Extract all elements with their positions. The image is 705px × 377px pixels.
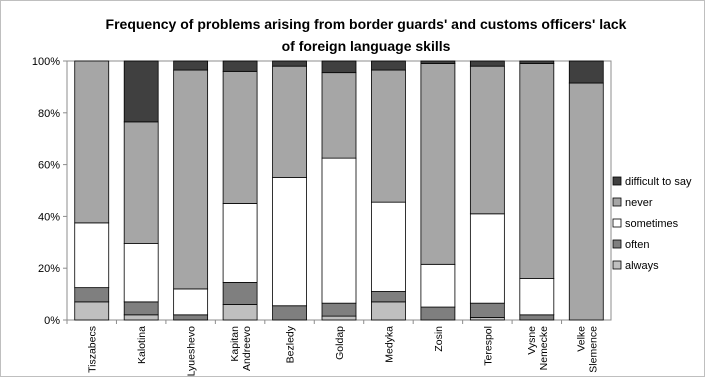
bar-segment-difficult-to-say	[569, 61, 603, 83]
legend-swatch	[613, 261, 621, 269]
bar-segment-sometimes	[371, 202, 405, 291]
bar-segment-never	[322, 73, 356, 158]
bar-segment-sometimes	[75, 223, 109, 288]
bar-segment-sometimes	[520, 279, 554, 315]
bar-segment-difficult-to-say	[421, 61, 455, 64]
bar-segment-difficult-to-say	[470, 61, 504, 66]
legend-label: often	[625, 239, 649, 251]
category-label: Tiszabecs	[87, 326, 99, 373]
y-tick-label: 0%	[44, 315, 60, 327]
category-label: Velke Slemence	[575, 326, 599, 373]
bar-segment-never	[569, 83, 603, 320]
bar-segment-sometimes	[124, 244, 158, 302]
chart-title-line-1: Frequency of problems arising from borde…	[106, 16, 627, 32]
bar-segment-often	[322, 303, 356, 316]
bar-segment-often	[421, 307, 455, 320]
category-label-line: Goldap	[334, 326, 346, 360]
bar-segment-difficult-to-say	[371, 61, 405, 70]
legend-swatch	[613, 177, 621, 185]
bar-segment-never	[470, 66, 504, 214]
legend-label: always	[625, 260, 659, 272]
bar-segment-always	[223, 304, 257, 320]
legend-swatch	[613, 240, 621, 248]
y-tick-label: 100%	[32, 56, 60, 68]
bar-segment-sometimes	[174, 289, 208, 315]
bar-segment-often	[371, 292, 405, 302]
category-label-line: Andreevo	[241, 326, 253, 371]
bar-segment-often	[174, 315, 208, 320]
category-label: Medyka	[383, 326, 395, 363]
bar-segment-often	[520, 315, 554, 320]
category-label: Terespol	[482, 326, 494, 366]
bar-segment-difficult-to-say	[273, 61, 307, 66]
category-label-line: Slemence	[587, 326, 599, 373]
bar-segment-difficult-to-say	[174, 61, 208, 70]
bar-segment-sometimes	[273, 178, 307, 306]
chart-title-line-2: of foreign language skills	[282, 38, 451, 54]
bar-segment-never	[520, 64, 554, 279]
category-label-line: Medyka	[383, 326, 395, 363]
bar-segment-difficult-to-say	[124, 61, 158, 122]
legend-label: sometimes	[625, 218, 679, 230]
legend-swatch	[613, 198, 621, 206]
bar-segment-never	[223, 71, 257, 203]
bar-segment-always	[371, 302, 405, 320]
category-label: Lyueshevo	[186, 326, 198, 376]
bar-segment-difficult-to-say	[520, 61, 554, 64]
category-label: Vysne Nemecke	[526, 326, 550, 371]
category-label-line: Vysne	[526, 326, 538, 355]
category-label-line: Bezledy	[285, 325, 297, 363]
bar-segment-sometimes	[421, 264, 455, 307]
category-label-line: Velke	[575, 326, 587, 352]
bar-segment-often	[75, 288, 109, 302]
bar-segment-often	[223, 282, 257, 304]
bar-segment-never	[75, 61, 109, 223]
bar-segment-always	[322, 316, 356, 320]
bar-segment-always	[124, 315, 158, 320]
legend-label: difficult to say	[625, 176, 692, 188]
bar-segment-sometimes	[223, 203, 257, 282]
y-tick-label: 80%	[38, 108, 60, 120]
legend: difficult to say never sometimes often alway…	[613, 176, 692, 272]
bar-segment-sometimes	[470, 214, 504, 303]
category-label: Zosin	[433, 326, 445, 352]
category-label: Kapitan Andreevo	[229, 326, 253, 371]
category-label-line: Kalotina	[136, 326, 148, 364]
category-label-line: Lyueshevo	[186, 326, 198, 376]
bar-segment-never	[273, 66, 307, 177]
bar-segment-never	[124, 122, 158, 244]
bar-segment-never	[371, 70, 405, 202]
legend-swatch	[613, 219, 621, 227]
category-label-line: Kapitan	[229, 326, 241, 362]
legend-label: never	[625, 197, 653, 209]
bar-segment-often	[273, 306, 307, 320]
category-label-line: Zosin	[433, 326, 445, 352]
bar-segment-never	[174, 70, 208, 289]
category-label-line: Tiszabecs	[87, 326, 99, 373]
plot-area: 0% 20% 40% 60% 80% 100% Tiszabecs Kalotina Lyues…	[32, 56, 611, 376]
bar-segment-difficult-to-say	[223, 61, 257, 71]
y-tick-label: 60%	[38, 160, 60, 172]
bar-segment-never	[421, 64, 455, 265]
category-label-line: Nemecke	[538, 326, 550, 371]
bar-segment-often	[470, 303, 504, 317]
bar-segment-difficult-to-say	[322, 61, 356, 73]
bar-segment-always	[75, 302, 109, 320]
bar-segment-often	[124, 302, 158, 315]
category-label: Kalotina	[136, 326, 148, 364]
y-tick-label: 20%	[38, 263, 60, 275]
category-label: Goldap	[334, 326, 346, 360]
bar-segment-sometimes	[322, 158, 356, 303]
category-label-line: Terespol	[482, 326, 494, 366]
category-label: Bezledy	[285, 325, 297, 363]
y-tick-label: 40%	[38, 211, 60, 223]
